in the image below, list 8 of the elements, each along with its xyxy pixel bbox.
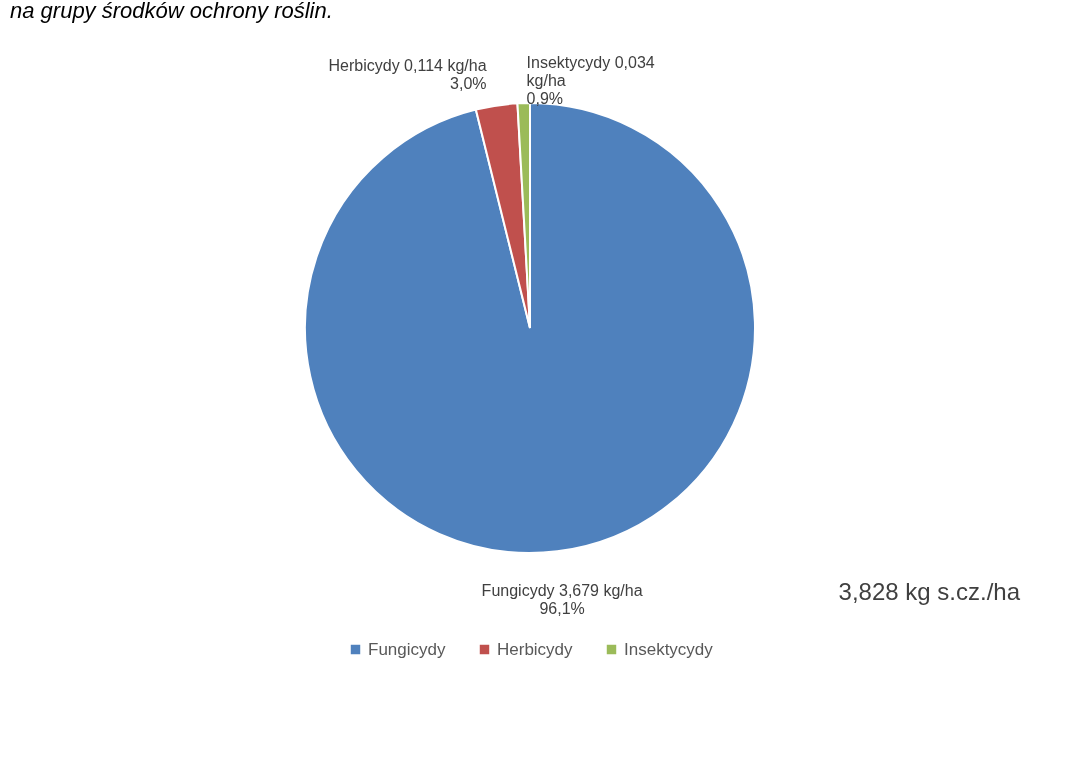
legend-label: Fungicydy — [368, 639, 446, 659]
data-label: Insektycydy 0,034 kg/ha 0,9% — [526, 54, 655, 108]
legend-label: Insektycydy — [624, 639, 714, 659]
text: 3,828 kg s.cz./ha — [838, 578, 1021, 605]
data-label: Herbicydy 0,114 kg/ha 3,0% — [328, 56, 487, 92]
chart-title: na grupy środków ochrony roślin. — [10, 0, 333, 23]
legend-label: Herbicydy — [497, 639, 574, 659]
data-label: Fungicydy 3,679 kg/ha 96,1% — [481, 582, 643, 618]
